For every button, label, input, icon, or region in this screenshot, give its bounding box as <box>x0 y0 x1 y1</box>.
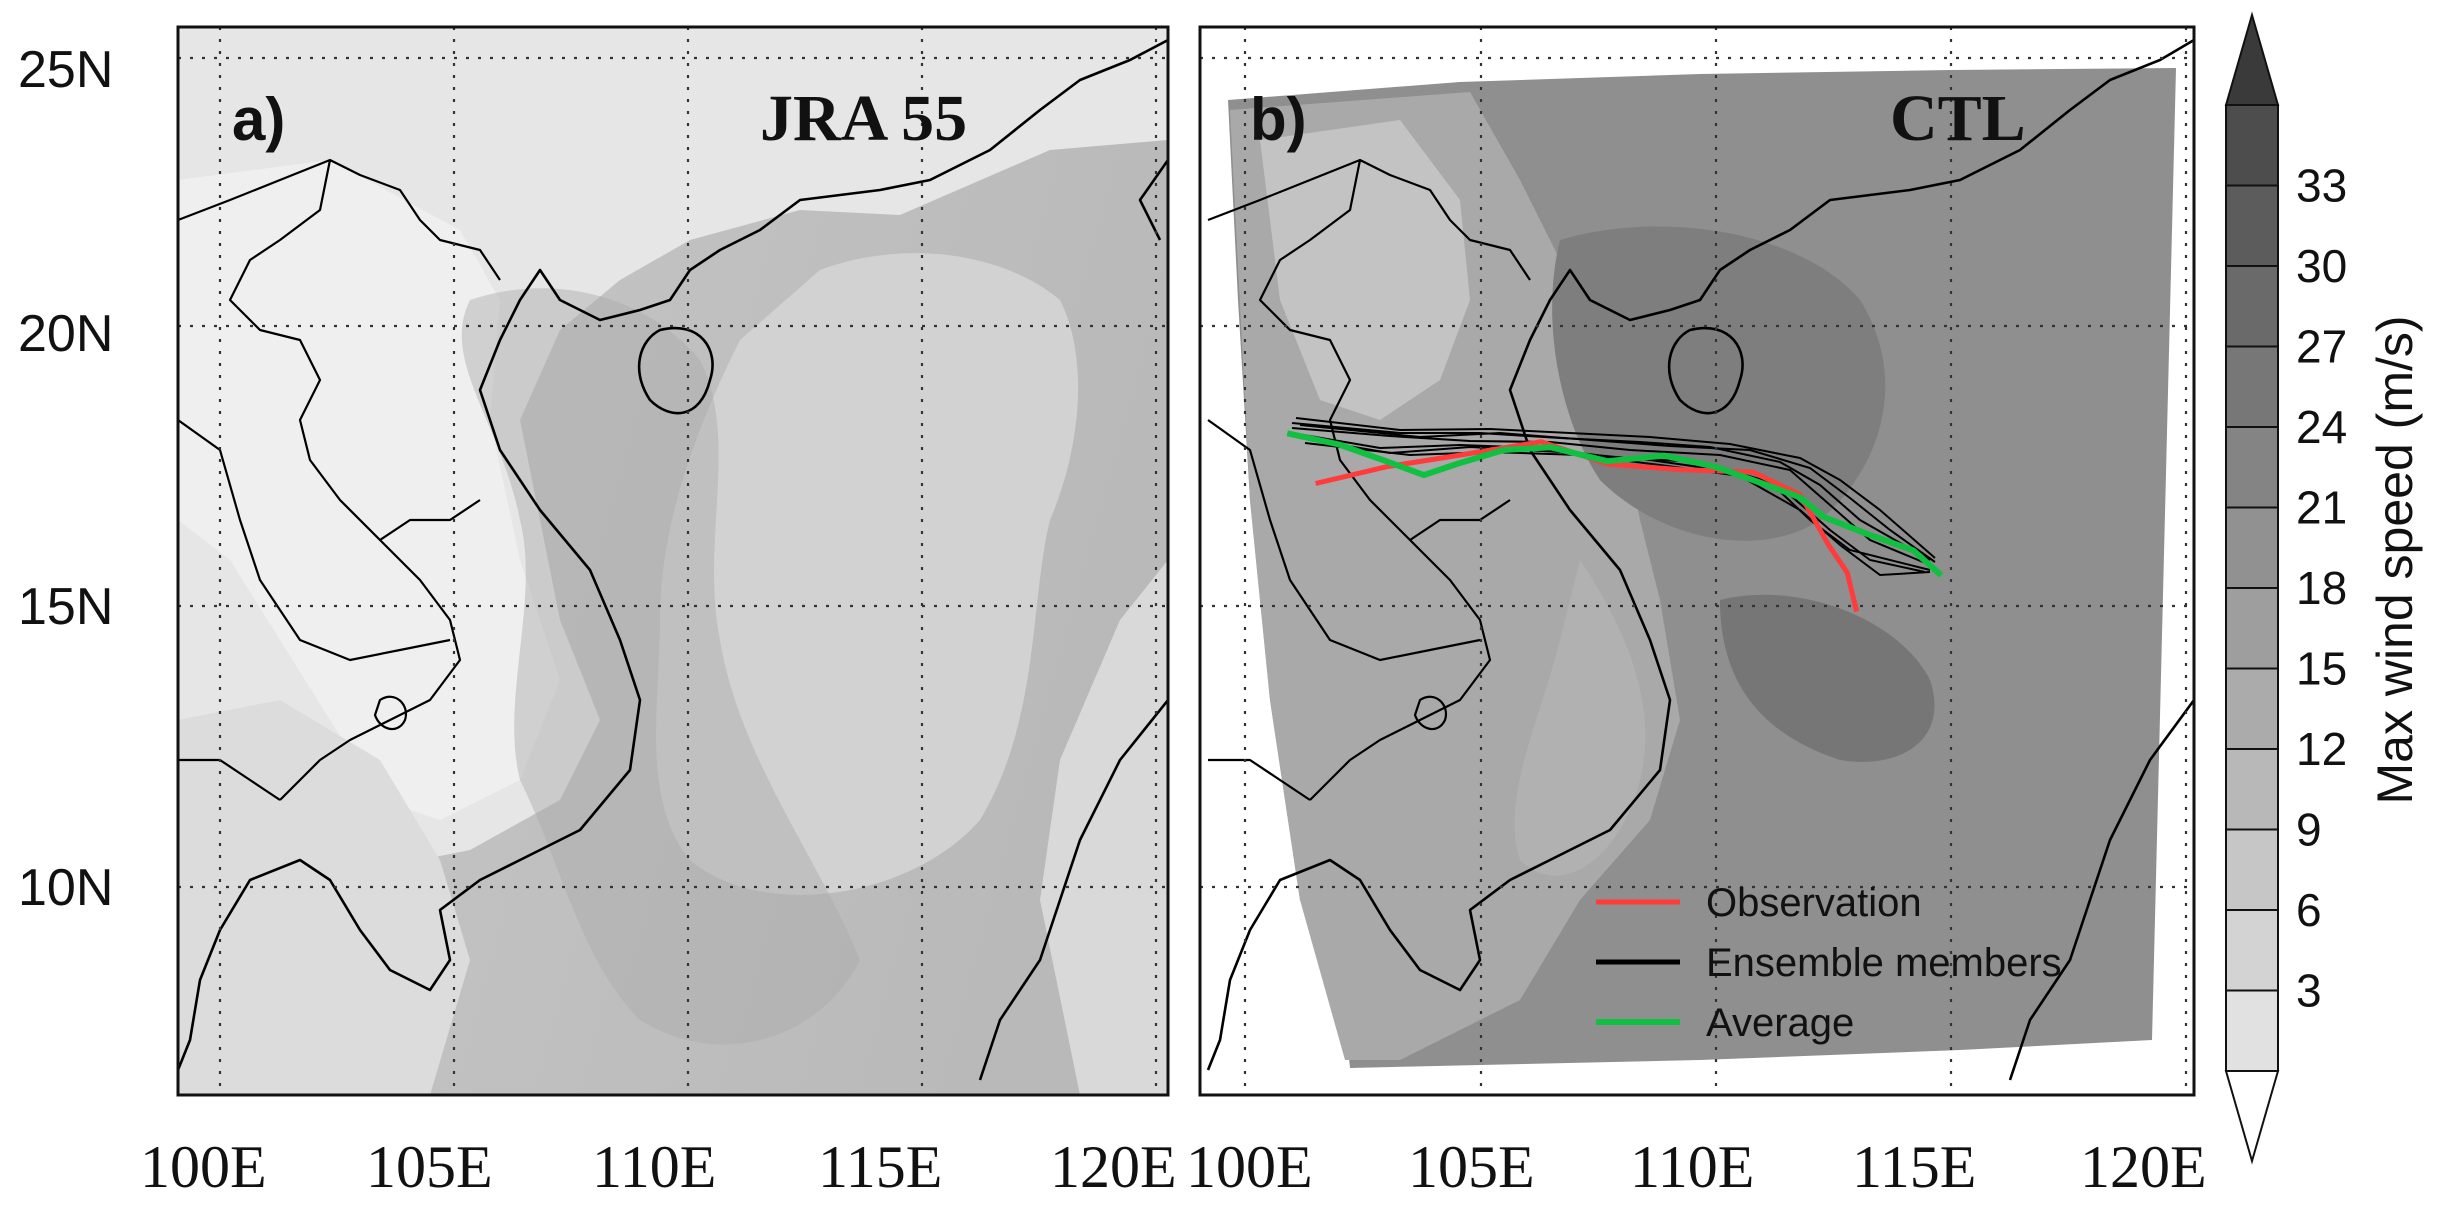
colorbar-segment <box>2225 587 2279 670</box>
borders-b <box>1207 158 1531 801</box>
colorbar-level-label: 15 <box>2296 643 2347 695</box>
colorbar-level-label: 33 <box>2296 160 2347 212</box>
panel-b-letter: b) <box>1250 86 1307 153</box>
colorbar-segment <box>2225 989 2279 1072</box>
observation-track <box>1315 439 1860 613</box>
lon-label-a-105e: 105E <box>366 1134 493 1200</box>
panel-b-field <box>1200 27 2194 1095</box>
lon-label-a-100e: 100E <box>140 1134 267 1200</box>
average-track <box>1286 430 1944 578</box>
colorbar-segment <box>2225 426 2279 509</box>
panel-a-field <box>178 27 1168 1095</box>
colorbar-segment <box>2225 667 2279 750</box>
lon-label-b-110e: 110E <box>1630 1134 1754 1200</box>
colorbar-segment <box>2225 506 2279 589</box>
colorbar-segment <box>2225 184 2279 267</box>
colorbar-segment <box>2225 104 2279 187</box>
lat-label-25n: 25N <box>18 41 113 99</box>
lat-label-20n: 20N <box>18 305 113 363</box>
legend-label-ensemble: Ensemble members <box>1706 941 2062 985</box>
lon-label-a-120e: 120E <box>1050 1134 1177 1200</box>
colorbar-segment <box>2225 909 2279 992</box>
colorbar-level-label: 27 <box>2296 321 2347 373</box>
colorbar-level-label: 24 <box>2296 401 2347 453</box>
panel-a-title: JRA 55 <box>760 82 967 155</box>
colorbar: 33 30 27 24 21 18 15 12 9 6 3 <box>2224 11 2347 1165</box>
panel-b-title: CTL <box>1890 82 2026 155</box>
colorbar-segment <box>2225 748 2279 831</box>
lon-label-a-110e: 110E <box>592 1134 716 1200</box>
legend-label-average: Average <box>1706 1001 1854 1045</box>
colorbar-top-arrow <box>2224 11 2280 106</box>
colorbar-bottom-arrow <box>2224 1070 2280 1165</box>
colorbar-level-label: 9 <box>2296 804 2322 856</box>
colorbar-level-label: 21 <box>2296 482 2347 534</box>
panel-a-letter: a) <box>232 86 285 153</box>
colorbar-segment <box>2225 265 2279 348</box>
legend-label-observation: Observation <box>1706 881 1922 925</box>
colorbar-level-label: 30 <box>2296 240 2347 292</box>
colorbar-level-label: 3 <box>2296 965 2322 1017</box>
panel-a: a) JRA 55 <box>176 25 1170 1097</box>
track-legend: Observation Ensemble members Average <box>1596 881 2062 1045</box>
coastline-a <box>178 38 1168 1071</box>
lon-label-b-100e: 100E <box>1186 1134 1313 1200</box>
lon-label-b-120e: 120E <box>2080 1134 2207 1200</box>
panel-a-frame <box>176 25 1170 1097</box>
panel-b-frame <box>1198 25 2196 1097</box>
panel-b: b) CTL Observation Ensemble members Aver… <box>1198 25 2196 1097</box>
colorbar-level-label: 6 <box>2296 884 2322 936</box>
colorbar-title: Max wind speed (m/s) <box>2367 315 2423 804</box>
lon-label-a-115e: 115E <box>818 1134 942 1200</box>
lon-label-b-105e: 105E <box>1408 1134 1535 1200</box>
colorbar-segment <box>2225 828 2279 911</box>
lat-label-10n: 10N <box>18 859 113 917</box>
colorbar-level-label: 12 <box>2296 723 2347 775</box>
colorbar-level-label: 18 <box>2296 562 2347 614</box>
borders-a <box>178 158 501 801</box>
colorbar-segment <box>2225 345 2279 428</box>
lat-label-15n: 15N <box>18 578 113 636</box>
lon-label-b-115e: 115E <box>1852 1134 1976 1200</box>
